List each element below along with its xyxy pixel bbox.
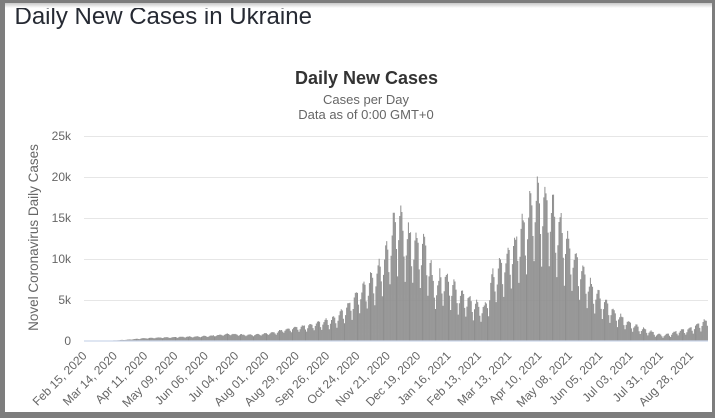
svg-text:Novel Coronavirus Daily Cases: Novel Coronavirus Daily Cases — [26, 144, 41, 331]
svg-text:5k: 5k — [58, 293, 72, 307]
svg-text:0: 0 — [64, 334, 71, 348]
svg-text:10k: 10k — [52, 252, 72, 266]
svg-text:Daily New Cases: Daily New Cases — [295, 68, 438, 88]
svg-text:20k: 20k — [52, 170, 72, 184]
svg-text:25k: 25k — [52, 129, 72, 143]
svg-text:Cases per Day: Cases per Day — [323, 92, 409, 107]
svg-text:15k: 15k — [52, 211, 72, 225]
svg-text:Data as of 0:00 GMT+0: Data as of 0:00 GMT+0 — [298, 107, 433, 122]
